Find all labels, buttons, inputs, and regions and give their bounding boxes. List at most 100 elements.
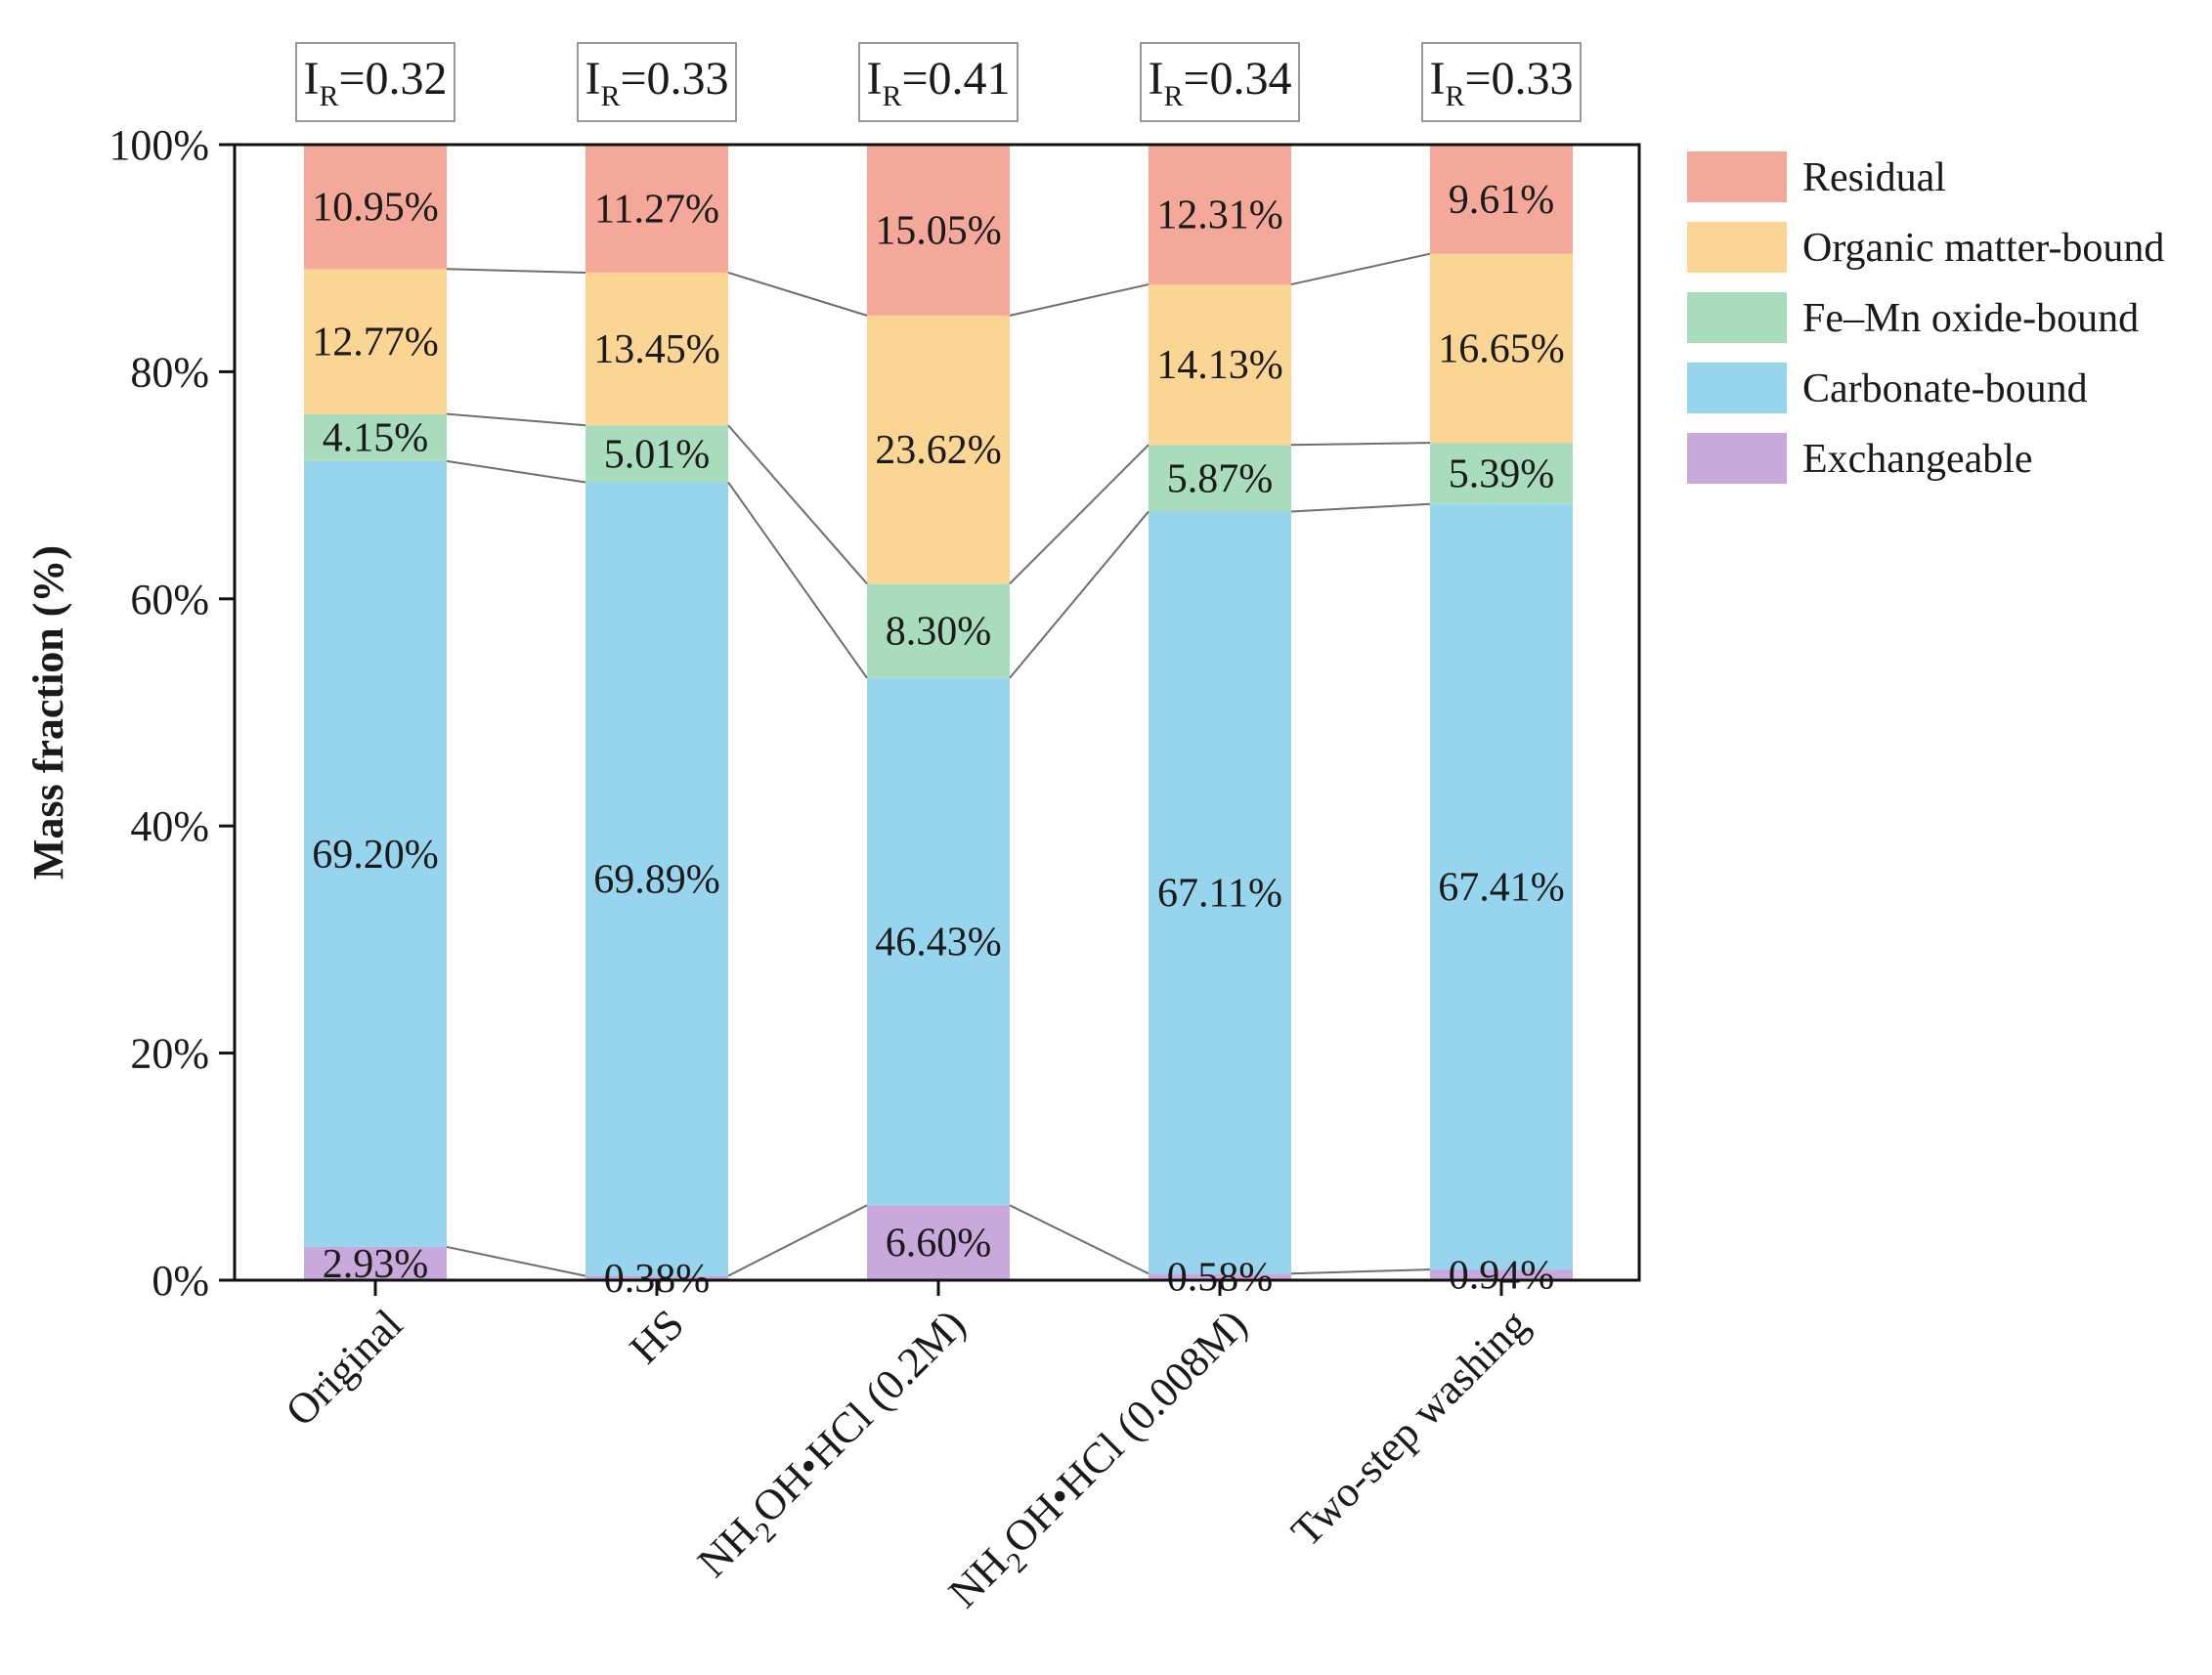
bar-segment (304, 460, 447, 1247)
bar-segment (1430, 443, 1573, 504)
bar-segment (867, 315, 1010, 584)
ir-annotation-box (295, 42, 455, 122)
data-label: 5.39% (1449, 451, 1555, 496)
legend-swatch (1687, 151, 1787, 202)
data-label: 69.20% (312, 833, 439, 878)
x-category-label: NH2OH•HCl (0.2M) (688, 1300, 980, 1592)
data-label: 5.01% (604, 432, 711, 477)
legend-label: Exchangeable (1802, 437, 2033, 482)
bar-segment (1149, 284, 1291, 446)
data-label: 23.62% (875, 428, 1002, 473)
legend-swatch (1687, 433, 1787, 484)
data-label: 11.27% (594, 187, 719, 232)
bar-segment (1149, 445, 1291, 512)
data-label: 10.95% (312, 186, 439, 231)
y-axis-title: Mass fraction (%) (24, 545, 72, 880)
y-tick-label: 60% (130, 576, 209, 623)
x-category-label: NH2OH•HCl (0.008M) (939, 1300, 1262, 1622)
data-label: 14.13% (1156, 343, 1283, 388)
bar-segment (1149, 145, 1291, 285)
connector-line (446, 268, 586, 274)
connector-lines (446, 252, 1431, 1277)
ir-annotations: IR=0.32 IR=0.33 IR=0.41 IR=0.34 IR=0.33 (295, 42, 1582, 122)
y-axis: 0% 20% 40% 60% 80% 100% (108, 121, 235, 1305)
data-label: 4.15% (323, 416, 429, 461)
bar-segment (586, 145, 728, 273)
y-tick-label: 100% (108, 121, 209, 169)
bar-segment (586, 1275, 728, 1280)
connector-line (1009, 1204, 1149, 1275)
data-label: 9.61% (1449, 178, 1555, 223)
ir-annotation-label: IR=0.41 (866, 53, 1010, 112)
connector-line (727, 424, 868, 585)
connector-line (1009, 283, 1149, 317)
y-tick-label: 40% (130, 802, 209, 850)
y-tick-label: 0% (152, 1257, 209, 1305)
data-label: 15.05% (875, 208, 1002, 253)
connector-line (446, 1245, 586, 1277)
data-label: 5.87% (1167, 456, 1274, 501)
data-label: 12.77% (312, 320, 439, 365)
bar-segment (1149, 1273, 1291, 1280)
legend-label: Carbonate-bound (1802, 366, 2088, 411)
data-label: 16.65% (1438, 326, 1565, 371)
bar-segment (867, 1205, 1010, 1280)
legend-label: Residual (1802, 155, 1946, 200)
x-category-label: Original (277, 1300, 412, 1435)
connector-line (1009, 510, 1149, 679)
ir-annotation-box (858, 42, 1019, 122)
bar-segment (1430, 1269, 1573, 1280)
connector-line (1290, 252, 1431, 286)
y-tick-label: 80% (130, 348, 209, 396)
connector-line (727, 1204, 868, 1277)
ir-annotation-box (1421, 42, 1582, 122)
connector-line (727, 481, 868, 679)
ir-annotation-label: IR=0.33 (1429, 53, 1573, 112)
data-label: 13.45% (593, 327, 720, 372)
legend-swatch (1687, 222, 1787, 273)
bar-segment (586, 482, 728, 1276)
connector-line (1290, 502, 1431, 513)
data-label: 8.30% (886, 610, 992, 655)
bar-segment (1149, 511, 1291, 1274)
data-label: 6.60% (886, 1222, 992, 1267)
bar-segment (586, 425, 728, 483)
connector-line (1009, 444, 1149, 585)
connector-line (1290, 1268, 1431, 1275)
connector-line (1290, 442, 1431, 447)
bar-segment (304, 269, 447, 414)
bar-segment (1430, 503, 1573, 1270)
ir-annotation-box (1140, 42, 1300, 122)
data-label: 12.31% (1156, 193, 1283, 238)
ir-annotation-box (577, 42, 737, 122)
bar-segment (1430, 145, 1573, 254)
data-label: 46.43% (875, 921, 1002, 966)
y-tick-label: 20% (130, 1030, 209, 1078)
ir-annotation-label: IR=0.32 (303, 53, 447, 112)
bar-segment (867, 583, 1010, 678)
legend-swatch (1687, 292, 1787, 343)
legend-label: Fe–Mn oxide-bound (1802, 296, 2139, 341)
bar-segment (304, 413, 447, 461)
legend: Residual Organic matter-bound Fe–Mn oxide-… (1687, 151, 2164, 484)
bar-segments (304, 145, 1573, 1280)
bar-segment (304, 1246, 447, 1280)
x-category-label: Two-step washing (1282, 1300, 1538, 1555)
data-label: 67.11% (1157, 871, 1282, 916)
bar-segment (304, 145, 447, 270)
data-label: 67.41% (1438, 865, 1565, 910)
bar-segment (586, 272, 728, 426)
ir-annotation-label: IR=0.34 (1148, 53, 1291, 112)
legend-swatch (1687, 363, 1787, 413)
connector-line (446, 412, 586, 427)
segment-labels: 2.93%69.20%4.15%12.77%10.95%0.38%69.89%5… (312, 178, 1565, 1302)
legend-label: Organic matter-bound (1802, 226, 2164, 271)
bar-segment (867, 145, 1010, 316)
data-label: 69.89% (593, 858, 720, 903)
x-category-label: HS (621, 1300, 693, 1372)
connector-line (446, 459, 586, 484)
connector-line (727, 272, 868, 317)
bar-segment (1430, 253, 1573, 444)
